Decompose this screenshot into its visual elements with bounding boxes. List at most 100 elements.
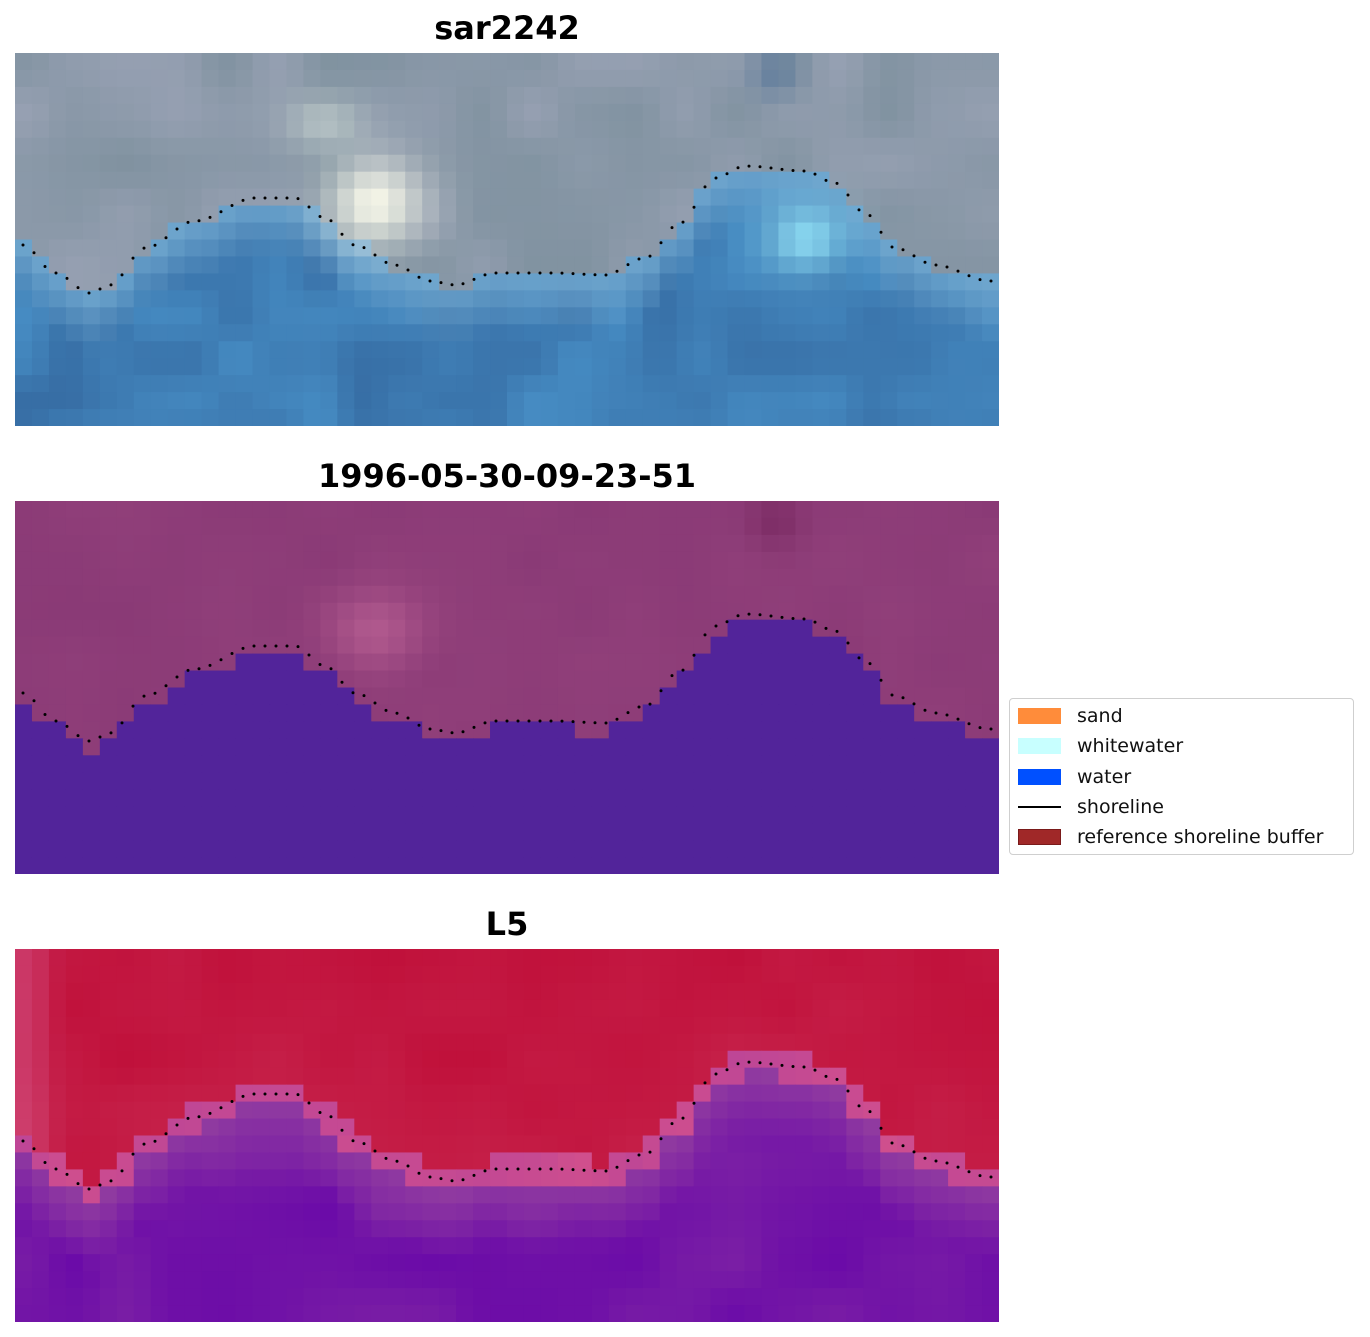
raster-pixel	[337, 1067, 355, 1086]
raster-pixel	[269, 103, 288, 122]
raster-pixel	[388, 154, 406, 173]
raster-pixel	[795, 602, 813, 621]
shoreline-point	[736, 614, 740, 618]
raster-pixel	[167, 772, 186, 790]
raster-pixel	[710, 120, 729, 139]
raster-pixel	[795, 222, 813, 241]
raster-pixel	[812, 239, 830, 258]
raster-pixel	[863, 999, 881, 1018]
raster-pixel	[405, 1135, 423, 1154]
raster-pixel	[676, 670, 695, 689]
raster-pixel	[252, 103, 271, 122]
raster-pixel	[422, 1033, 440, 1052]
raster-pixel	[778, 1152, 797, 1170]
raster-pixel	[846, 222, 864, 241]
raster-pixel	[31, 392, 50, 410]
raster-pixel	[65, 602, 84, 621]
raster-pixel	[507, 534, 525, 553]
raster-pixel	[829, 619, 847, 638]
raster-pixel	[642, 103, 661, 122]
raster-pixel	[235, 358, 254, 376]
raster-pixel	[897, 965, 915, 984]
raster-pixel	[557, 205, 576, 224]
raster-pixel	[846, 999, 864, 1018]
raster-pixel	[744, 704, 763, 722]
raster-pixel	[642, 789, 661, 807]
raster-pixel	[201, 999, 220, 1018]
raster-pixel	[184, 1152, 203, 1170]
raster-pixel	[388, 999, 406, 1018]
raster-pixel	[201, 551, 220, 570]
raster-pixel	[812, 738, 830, 756]
raster-pixel	[82, 1152, 101, 1170]
raster-pixel	[931, 103, 949, 122]
raster-pixel	[201, 789, 220, 807]
raster-pixel	[693, 704, 712, 722]
raster-pixel	[965, 1305, 983, 1322]
raster-pixel	[354, 341, 372, 359]
raster-pixel	[99, 53, 118, 71]
raster-pixel	[982, 806, 999, 824]
raster-pixel	[354, 653, 372, 672]
raster-pixel	[965, 517, 983, 536]
raster-pixel	[625, 551, 644, 570]
shoreline-point	[692, 205, 696, 209]
raster-pixel	[150, 999, 169, 1018]
raster-pixel	[693, 239, 712, 258]
raster-pixel	[201, 1101, 220, 1120]
raster-pixel	[507, 585, 525, 604]
raster-pixel	[48, 1220, 67, 1238]
raster-pixel	[693, 687, 712, 706]
raster-pixel	[286, 341, 305, 359]
raster-pixel	[744, 999, 763, 1018]
raster-pixel	[201, 341, 220, 359]
raster-pixel	[863, 137, 881, 156]
raster-pixel	[99, 358, 118, 376]
raster-pixel	[863, 409, 881, 426]
raster-pixel	[557, 965, 576, 984]
raster-pixel	[405, 120, 423, 139]
raster-pixel	[574, 256, 593, 274]
raster-pixel	[965, 772, 983, 790]
raster-pixel	[778, 999, 797, 1018]
shoreline-point	[197, 667, 201, 671]
raster-pixel	[863, 1288, 881, 1306]
raster-pixel	[829, 256, 847, 274]
raster-pixel	[676, 999, 695, 1018]
raster-pixel	[150, 602, 169, 621]
raster-pixel	[795, 392, 813, 410]
raster-pixel	[948, 772, 966, 790]
raster-pixel	[625, 704, 644, 722]
raster-pixel	[642, 857, 661, 874]
raster-pixel	[982, 982, 999, 1001]
raster-pixel	[540, 568, 559, 587]
raster-pixel	[965, 534, 983, 553]
raster-pixel	[167, 1169, 186, 1187]
raster-pixel	[880, 1203, 898, 1221]
raster-pixel	[218, 358, 237, 376]
raster-pixel	[218, 1237, 237, 1255]
shoreline-point	[87, 739, 91, 743]
raster-pixel	[829, 1186, 847, 1204]
raster-pixel	[574, 1118, 593, 1137]
raster-pixel	[744, 1203, 763, 1221]
raster-pixel	[863, 1135, 881, 1154]
raster-pixel	[235, 222, 254, 241]
raster-pixel	[948, 1101, 966, 1120]
raster-pixel	[388, 857, 406, 874]
raster-pixel	[15, 222, 33, 241]
raster-pixel	[795, 1186, 813, 1204]
raster-pixel	[439, 1203, 457, 1221]
raster-pixel	[337, 103, 355, 122]
shoreline-point	[692, 653, 696, 657]
raster-pixel	[269, 53, 288, 71]
raster-pixel	[948, 721, 966, 739]
raster-pixel	[591, 823, 610, 841]
raster-pixel	[473, 840, 491, 858]
raster-pixel	[422, 392, 440, 410]
raster-pixel	[659, 69, 678, 88]
shoreline-point	[87, 1187, 91, 1191]
raster-pixel	[269, 1118, 288, 1137]
raster-pixel	[659, 307, 678, 325]
raster-pixel	[829, 239, 847, 258]
